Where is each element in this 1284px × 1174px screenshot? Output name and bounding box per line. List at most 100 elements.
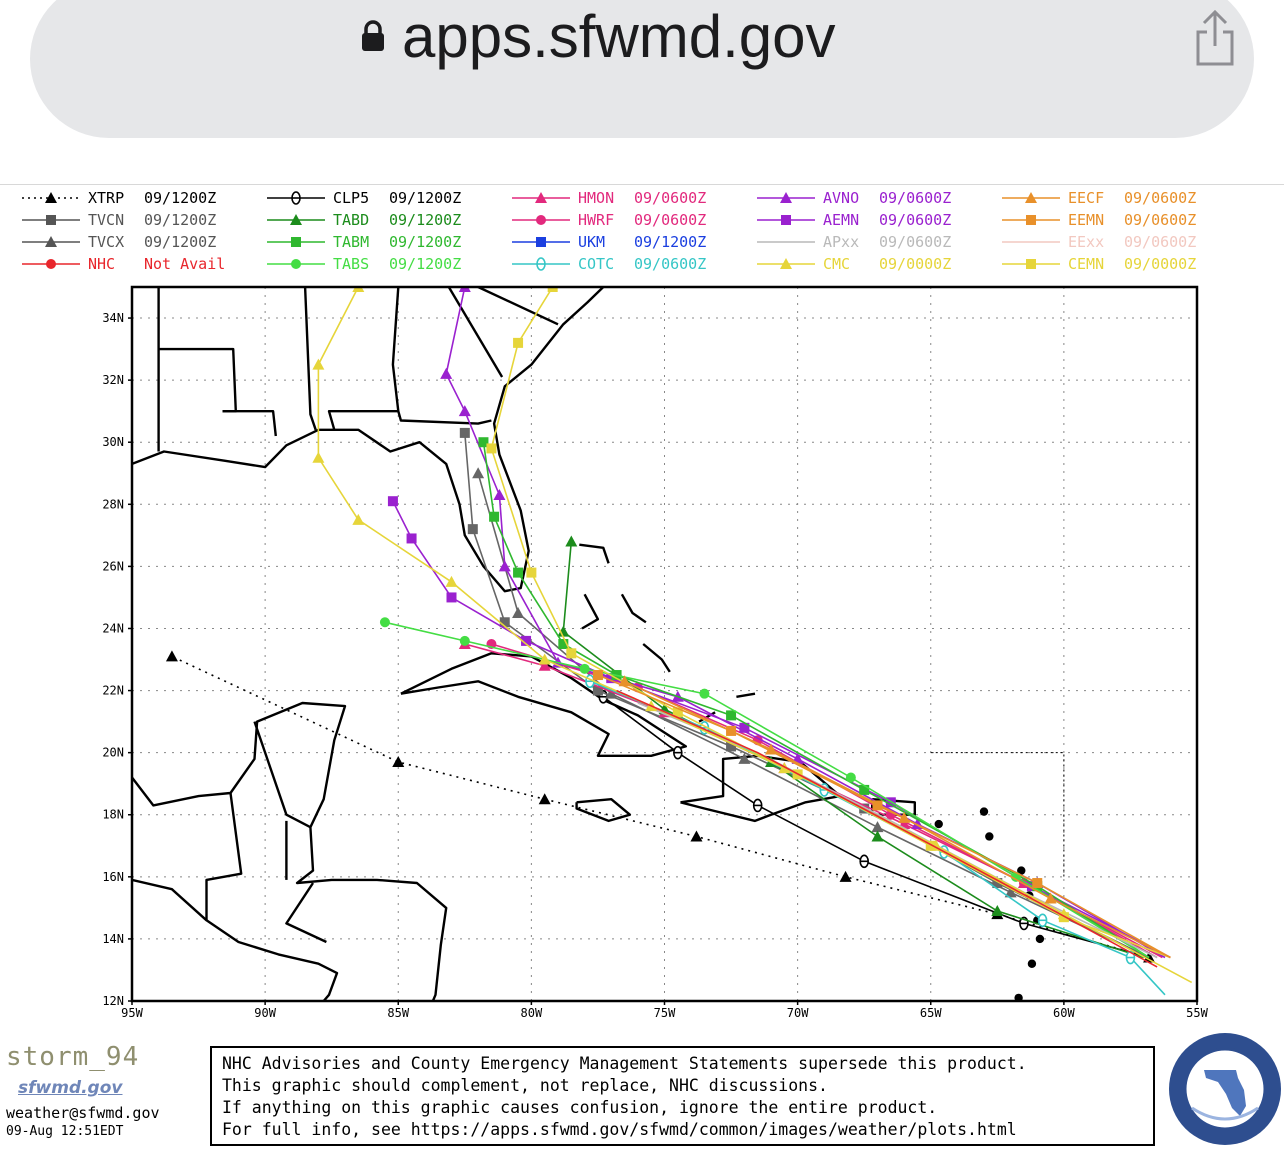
coastline-segment (642, 643, 671, 673)
legend-time: 09/1200Z (144, 211, 216, 229)
model-tracks (165, 287, 1193, 996)
track-point (566, 648, 577, 659)
disclaimer-line-3: If anything on this graphic causes confu… (222, 1098, 938, 1117)
legend-swatch-marker (290, 214, 302, 225)
watch-area-box (930, 752, 1065, 877)
legend-swatch-marker (45, 192, 57, 203)
lat-label: 24N (102, 621, 124, 635)
track-point (547, 287, 558, 292)
track-apxx (637, 702, 1158, 959)
track-point (1037, 913, 1048, 928)
legend-entry-cotc: COTC 09/0600Z (512, 255, 706, 273)
legend-time: 09/0600Z (634, 255, 706, 273)
legend-time: Not Avail (144, 255, 225, 273)
track-point (526, 567, 537, 578)
legend-entry-eecf: EECF 09/0600Z (1002, 189, 1196, 207)
sfwmd-logo-text[interactable]: sfwmd.gov (18, 1078, 123, 1098)
legend-time: 09/1200Z (144, 189, 216, 207)
track-point (991, 904, 1004, 916)
track-point (845, 772, 856, 783)
lon-label: 90W (254, 1006, 276, 1020)
track-point (765, 743, 777, 755)
address-bar[interactable]: apps.sfwmd.gov (30, 0, 1254, 138)
legend-entry-tabm: TABM 09/1200Z (267, 233, 461, 251)
lon-label: 85W (387, 1006, 409, 1020)
track-line (482, 442, 1150, 959)
legend-label: CMC (823, 255, 850, 273)
track-point (440, 367, 453, 379)
track-point (513, 337, 524, 348)
track-point (486, 443, 497, 454)
coastline-segment (222, 410, 277, 437)
track-point (478, 437, 489, 448)
coastline-segment (397, 410, 492, 425)
track-point (538, 793, 551, 805)
track-point (312, 358, 325, 370)
lat-label: 26N (102, 559, 124, 573)
lon-label: 95W (121, 1006, 143, 1020)
legend-swatch-marker (536, 237, 546, 247)
lon-label: 70W (787, 1006, 809, 1020)
legend-time: 09/0000Z (879, 255, 951, 273)
island-dot (979, 807, 989, 816)
coastline-segment (736, 692, 756, 698)
sfwmd-seal-logo (1169, 1033, 1281, 1145)
legend-entry-tvcn: TVCN 09/1200Z (22, 211, 216, 229)
track-point (312, 451, 325, 463)
track-point (472, 467, 485, 479)
track-point (445, 575, 458, 587)
legend-entry-tabd: TABD 09/1200Z (267, 211, 461, 229)
disclaimer-line-2: This graphic should complement, not repl… (222, 1076, 828, 1095)
legend-time: 09/0600Z (879, 189, 951, 207)
coastline-segment (579, 543, 610, 564)
track-line (616, 689, 1158, 968)
track-point (726, 725, 737, 736)
island-dot (985, 832, 994, 841)
coastline-segment (575, 798, 632, 823)
track-line (445, 287, 1166, 959)
island-dot (1027, 959, 1037, 968)
track-point (557, 625, 570, 637)
track-point (512, 606, 525, 618)
coastline-segment (620, 593, 647, 624)
disclaimer-line-4[interactable]: For full info, see https://apps.sfwmd.go… (222, 1120, 1017, 1139)
track-point (726, 710, 737, 721)
track-point (739, 722, 750, 733)
share-icon[interactable] (1190, 8, 1240, 68)
coastline-segment (327, 287, 400, 431)
lat-label: 32N (102, 373, 124, 387)
coastline-segment (253, 721, 311, 829)
legend-swatch-marker (46, 259, 56, 269)
url-text[interactable]: apps.sfwmd.gov (402, 3, 836, 70)
legend-label: EECF (1068, 189, 1104, 207)
disclaimer-box: NHC Advisories and County Emergency Mana… (210, 1046, 1155, 1146)
issue-timestamp: 09-Aug 12:51EDT (6, 1124, 124, 1139)
track-line (602, 696, 1150, 959)
lat-label: 18N (102, 808, 124, 822)
track-point (352, 513, 365, 525)
coastline-segment (285, 882, 327, 944)
contact-email[interactable]: weather@sfwmd.gov (6, 1104, 160, 1122)
legend-entry-aemn: AEMN 09/0600Z (757, 211, 951, 229)
track-point (859, 854, 869, 869)
track-point (1058, 912, 1069, 923)
legend-label: EExx (1068, 233, 1104, 251)
legend-swatch-marker (45, 236, 57, 247)
track-line (464, 432, 1150, 959)
track-tabm (478, 437, 1150, 959)
track-point (726, 741, 737, 752)
track-tvcn (459, 427, 1150, 959)
track-xtrp (165, 650, 1156, 963)
track-point (752, 798, 763, 813)
track-point (459, 635, 470, 646)
track-point (579, 663, 590, 674)
legend-time: 09/1200Z (389, 189, 461, 207)
island-dot (1017, 866, 1026, 875)
legend-label: APxx (823, 233, 859, 251)
coastline-segment (447, 287, 504, 378)
legend-label: CLP5 (333, 189, 369, 207)
track-point (493, 488, 506, 500)
